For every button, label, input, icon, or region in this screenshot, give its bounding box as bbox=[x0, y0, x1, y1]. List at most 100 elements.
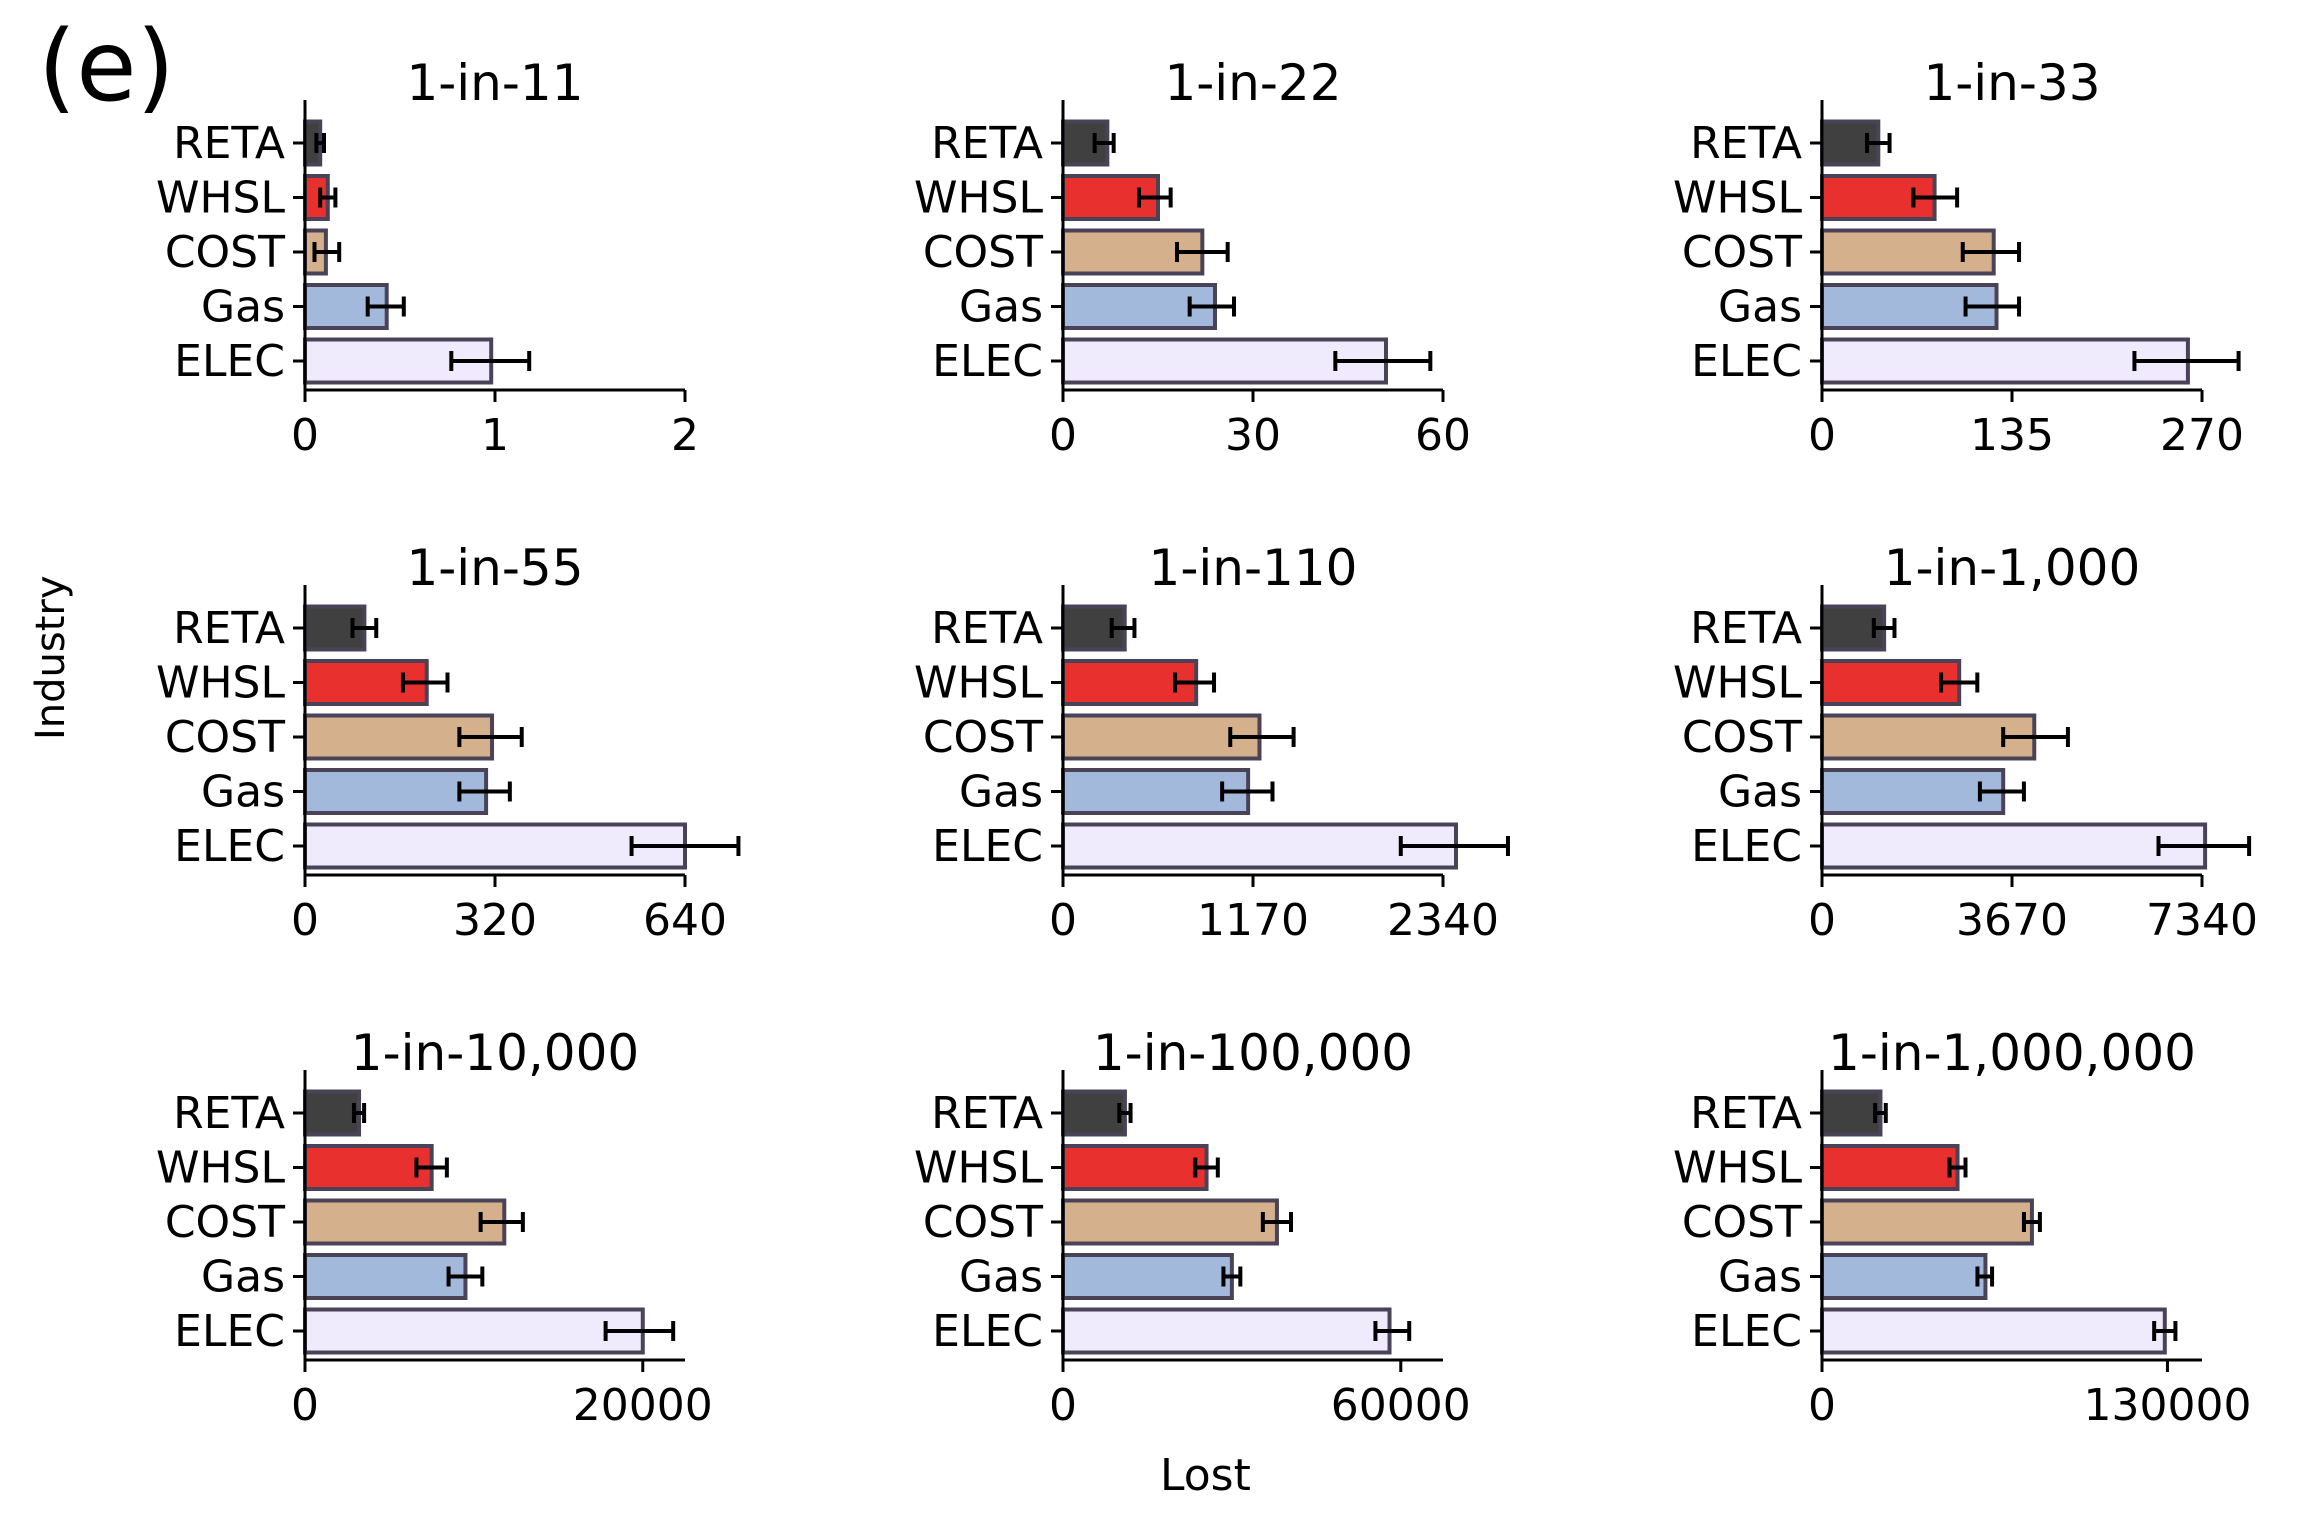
bar-elec bbox=[303, 822, 687, 870]
y-tick-label: WHSL bbox=[156, 173, 286, 224]
x-tick-label: 20000 bbox=[573, 1380, 713, 1431]
x-tick-label: 135 bbox=[1970, 410, 2054, 461]
chart-title: 1-in-11 bbox=[406, 54, 583, 112]
bar-gas bbox=[303, 1253, 468, 1300]
bar-whsl bbox=[303, 1144, 434, 1191]
bar-elec bbox=[1820, 822, 2208, 870]
y-tick-label: RETA bbox=[1690, 118, 1802, 169]
y-tick-label: COST bbox=[923, 227, 1043, 278]
y-tick-label: ELEC bbox=[1691, 336, 1802, 387]
bar-reta bbox=[1061, 1089, 1127, 1137]
bar-cost bbox=[303, 1198, 507, 1246]
y-tick-label: COST bbox=[165, 712, 285, 763]
x-tick-label: 0 bbox=[291, 1380, 319, 1431]
y-tick-label: Gas bbox=[1718, 1252, 1802, 1303]
bar-cost bbox=[1820, 1198, 2034, 1246]
x-tick-label: 0 bbox=[1049, 1380, 1077, 1431]
x-tick-label: 0 bbox=[291, 895, 319, 946]
y-tick-label: COST bbox=[1682, 712, 1802, 763]
y-tick-label: ELEC bbox=[1691, 1306, 1802, 1357]
chart-title: 1-in-55 bbox=[406, 539, 583, 597]
y-tick-label: WHSL bbox=[914, 1143, 1044, 1194]
chart-title: 1-in-1,000 bbox=[1884, 539, 2141, 597]
y-tick-label: WHSL bbox=[1673, 658, 1803, 709]
y-tick-label: Gas bbox=[1718, 767, 1802, 818]
x-tick-label: 0 bbox=[1049, 895, 1077, 946]
y-tick-label: COST bbox=[923, 712, 1043, 763]
x-tick-label: 0 bbox=[1808, 1380, 1836, 1431]
x-tick-label: 0 bbox=[291, 410, 319, 461]
y-tick-label: WHSL bbox=[914, 658, 1044, 709]
y-tick-label: WHSL bbox=[914, 173, 1044, 224]
x-tick-label: 2340 bbox=[1387, 895, 1499, 946]
y-tick-label: RETA bbox=[173, 603, 285, 654]
x-tick-label: 60 bbox=[1415, 410, 1471, 461]
x-tick-label: 1170 bbox=[1197, 895, 1309, 946]
chart-title: 1-in-1,000,000 bbox=[1828, 1024, 2196, 1082]
y-tick-label: COST bbox=[165, 1197, 285, 1248]
x-tick-label: 60000 bbox=[1331, 1380, 1471, 1431]
chart-title: 1-in-10,000 bbox=[351, 1024, 639, 1082]
bar-reta bbox=[303, 1089, 362, 1137]
y-tick-label: Gas bbox=[201, 1252, 285, 1303]
bar-elec bbox=[1061, 1307, 1392, 1355]
y-tick-label: ELEC bbox=[174, 336, 285, 387]
chart-title: 1-in-110 bbox=[1149, 539, 1358, 597]
y-tick-label: RETA bbox=[931, 603, 1043, 654]
x-tick-label: 0 bbox=[1808, 410, 1836, 461]
y-tick-label: WHSL bbox=[156, 1143, 286, 1194]
bar-elec bbox=[1820, 337, 2190, 385]
y-tick-label: RETA bbox=[931, 1088, 1043, 1139]
bar-elec bbox=[1820, 1307, 2167, 1355]
chart-title: 1-in-100,000 bbox=[1093, 1024, 1413, 1082]
y-tick-label: ELEC bbox=[932, 336, 1043, 387]
y-axis-label: Industry bbox=[28, 575, 74, 740]
bar-cost bbox=[1061, 1198, 1279, 1246]
y-tick-label: ELEC bbox=[932, 821, 1043, 872]
y-tick-label: COST bbox=[923, 1197, 1043, 1248]
y-tick-label: COST bbox=[1682, 1197, 1802, 1248]
x-tick-label: 7340 bbox=[2146, 895, 2258, 946]
bar-whsl bbox=[1820, 659, 1962, 706]
x-tick-label: 30 bbox=[1225, 410, 1281, 461]
y-tick-label: Gas bbox=[201, 767, 285, 818]
bar-elec bbox=[1061, 822, 1458, 870]
bar-whsl bbox=[1820, 1144, 1960, 1191]
bar-gas bbox=[1061, 1253, 1234, 1300]
x-axis-label: Lost bbox=[1160, 1450, 1251, 1501]
chart-title: 1-in-22 bbox=[1164, 54, 1341, 112]
x-tick-label: 640 bbox=[643, 895, 727, 946]
bar-reta bbox=[1820, 1089, 1883, 1137]
x-tick-label: 3670 bbox=[1956, 895, 2068, 946]
y-tick-label: ELEC bbox=[1691, 821, 1802, 872]
y-tick-label: Gas bbox=[1718, 282, 1802, 333]
x-tick-label: 1 bbox=[481, 410, 509, 461]
x-tick-label: 270 bbox=[2160, 410, 2244, 461]
y-tick-label: RETA bbox=[931, 118, 1043, 169]
y-tick-label: Gas bbox=[959, 767, 1043, 818]
y-tick-label: ELEC bbox=[932, 1306, 1043, 1357]
y-tick-label: RETA bbox=[173, 1088, 285, 1139]
y-tick-label: Gas bbox=[959, 282, 1043, 333]
x-tick-label: 0 bbox=[1808, 895, 1836, 946]
y-tick-label: Gas bbox=[201, 282, 285, 333]
y-tick-label: COST bbox=[165, 227, 285, 278]
y-tick-label: RETA bbox=[1690, 1088, 1802, 1139]
chart-title: 1-in-33 bbox=[1923, 54, 2100, 112]
y-tick-label: WHSL bbox=[1673, 173, 1803, 224]
bar-cost bbox=[1820, 713, 2037, 761]
bar-elec bbox=[303, 1307, 645, 1355]
y-tick-label: ELEC bbox=[174, 821, 285, 872]
y-tick-label: Gas bbox=[959, 1252, 1043, 1303]
y-tick-label: RETA bbox=[1690, 603, 1802, 654]
